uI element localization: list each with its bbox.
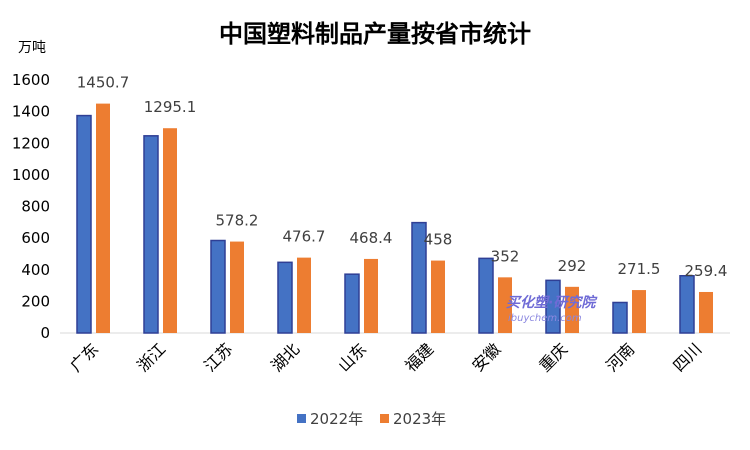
bar-2022年-河南	[612, 301, 628, 334]
data-labels: 1450.7 1295.1 578.2 476.7 468.4 458 352 292 271.…	[77, 74, 728, 280]
bar-2022年-湖北	[277, 261, 293, 334]
y-tick-label: 200	[21, 292, 50, 310]
y-axis: 0 200 400 600 800 1000 1200 1400 1600	[12, 71, 50, 342]
data-label-重庆: 292	[558, 257, 587, 275]
y-tick-label: 800	[21, 198, 50, 216]
x-tick-label: 山东	[334, 339, 370, 375]
y-tick-label: 600	[21, 229, 50, 247]
data-label-浙江: 1295.1	[144, 98, 197, 116]
bar-2023年-广东	[96, 103, 110, 333]
watermark-brand: 买化塑·研究院	[506, 294, 598, 311]
x-tick-label: 重庆	[535, 339, 571, 375]
data-label-湖北: 476.7	[283, 228, 326, 246]
legend-swatch-2023年	[380, 414, 389, 423]
x-tick-label: 四川	[669, 339, 705, 375]
y-tick-label: 1200	[12, 134, 50, 152]
x-tick-label: 湖北	[267, 339, 303, 375]
data-label-河南: 271.5	[618, 260, 661, 278]
bars-group	[76, 103, 713, 334]
x-tick-label: 河南	[602, 339, 638, 375]
bar-2023年-安徽	[498, 277, 512, 333]
y-tick-label: 1000	[12, 166, 50, 184]
data-label-福建: 458	[424, 231, 453, 249]
data-label-广东: 1450.7	[77, 74, 130, 92]
x-axis: 广东 浙江 江苏 湖北 山东 福建 安徽 重庆 河南 四川	[66, 339, 705, 375]
bar-2022年-浙江	[143, 135, 159, 334]
legend-label: 2022年	[310, 410, 363, 428]
data-label-山东: 468.4	[350, 229, 393, 247]
x-tick-label: 江苏	[200, 339, 236, 375]
bar-2023年-江苏	[230, 241, 244, 333]
data-label-四川: 259.4	[685, 262, 728, 280]
bar-2022年-广东	[76, 114, 92, 334]
bar-2022年-江苏	[210, 239, 226, 334]
bar-2022年-山东	[344, 273, 360, 334]
data-label-安徽: 352	[491, 247, 520, 265]
x-tick-label: 福建	[401, 339, 437, 375]
bar-2022年-安徽	[478, 257, 494, 334]
bar-2023年-浙江	[163, 128, 177, 333]
y-tick-label: 0	[40, 324, 50, 342]
bar-2022年-福建	[411, 221, 427, 334]
x-tick-label: 浙江	[133, 339, 169, 375]
bar-2023年-河南	[632, 290, 646, 333]
chart-title: 中国塑料制品产量按省市统计	[219, 19, 531, 48]
legend-swatch-2022年	[297, 414, 306, 423]
bar-2023年-福建	[431, 260, 445, 333]
y-tick-label: 1400	[12, 103, 50, 121]
y-axis-unit-label: 万吨	[18, 40, 46, 56]
bar-2023年-四川	[699, 291, 713, 333]
legend-label: 2023年	[393, 410, 446, 428]
bar-2023年-湖北	[297, 257, 311, 333]
watermark-site: ibuychem.com	[508, 313, 582, 324]
y-tick-label: 1600	[12, 71, 50, 89]
x-tick-label: 广东	[66, 339, 102, 375]
legend: 2022年 2023年	[297, 410, 446, 428]
bar-2023年-山东	[364, 258, 378, 333]
y-tick-label: 400	[21, 261, 50, 279]
bar-2022年-重庆	[545, 279, 561, 334]
data-label-江苏: 578.2	[216, 212, 259, 230]
bar-2023年-重庆	[565, 286, 579, 333]
x-tick-label: 安徽	[468, 339, 504, 375]
watermark: 买化塑·研究院 ibuychem.com	[506, 294, 598, 324]
bar-2022年-四川	[679, 275, 695, 334]
